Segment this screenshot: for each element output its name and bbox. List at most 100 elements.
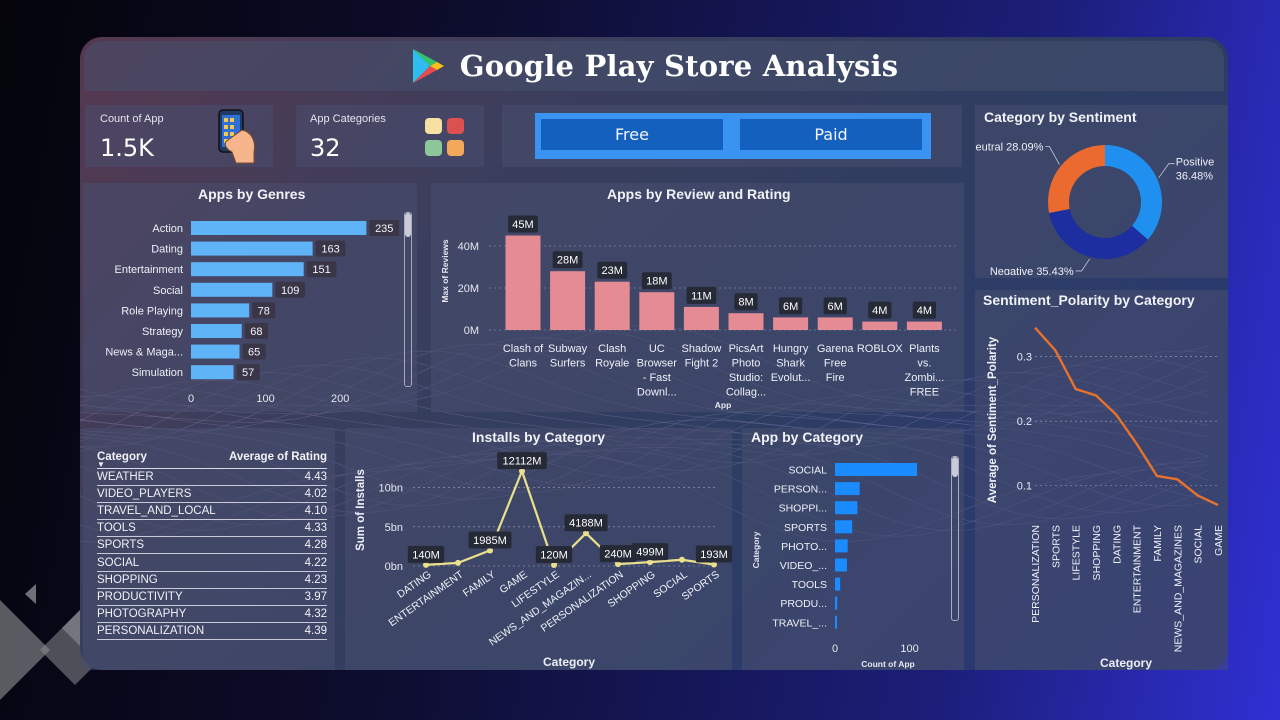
review-bar xyxy=(817,317,853,330)
installs-y-axis-label: Sum of Installs xyxy=(355,469,367,551)
review-x-label: Evolut... xyxy=(771,372,811,384)
review-value-label-bg xyxy=(868,301,892,319)
table-row: PHOTOGRAPHY 4.32 xyxy=(97,606,327,623)
installs-value-label-bg xyxy=(695,545,732,563)
rating-column-header[interactable]: Average of Rating xyxy=(229,450,327,463)
genres-scrollbar[interactable] xyxy=(405,213,411,237)
review-value-label: 8M xyxy=(738,297,753,309)
review-x-label: Downl... xyxy=(637,387,677,399)
table-row: PERSONALIZATION 4.39 xyxy=(97,623,327,640)
review-value-label: 18M xyxy=(646,276,667,288)
review-bar xyxy=(773,317,809,330)
rating-cell: 4.23 xyxy=(304,573,327,586)
review-x-label: UC xyxy=(649,343,665,355)
installs-point xyxy=(679,556,685,563)
paid-button[interactable]: Paid xyxy=(740,119,922,150)
app-category-label: SHOPPI... xyxy=(779,503,827,515)
app-category-label: SOCIAL xyxy=(788,465,827,477)
app-category-bar xyxy=(835,463,918,476)
category-cell: WEATHER xyxy=(97,471,154,484)
installs-value-label: 499M xyxy=(636,547,664,559)
genre-value-label: 68 xyxy=(250,326,262,338)
category-column-header[interactable]: Category xyxy=(97,450,147,463)
installs-value-label-bg xyxy=(497,452,547,470)
app-category-label: PERSON... xyxy=(774,484,827,496)
category-cell: SHOPPING xyxy=(97,573,158,586)
review-value-label-bg xyxy=(734,293,758,311)
genre-value-bg xyxy=(252,302,276,319)
polarity-y-axis-label: Average of Sentiment_Polarity xyxy=(987,336,999,503)
sentiment-leader xyxy=(1075,258,1090,272)
installs-point xyxy=(519,468,525,475)
installs-value-label-bg xyxy=(535,546,573,564)
installs-value-label: 140M xyxy=(412,549,440,561)
rating-cell: 4.10 xyxy=(304,505,327,518)
review-bar xyxy=(683,306,719,330)
free-button[interactable]: Free xyxy=(541,119,723,150)
type-slicer: Free Paid xyxy=(535,113,931,159)
review-x-label: Plants xyxy=(909,343,940,355)
review-value-label-bg xyxy=(508,215,538,233)
sentiment-value-label: 36.48% xyxy=(1176,171,1214,183)
sort-arrow-icon[interactable]: ▼ xyxy=(97,460,105,469)
genre-value-bg xyxy=(306,261,337,278)
kpi-count-label: Count of App xyxy=(100,113,164,125)
review-x-label: - Fast xyxy=(643,372,671,384)
sentiment-slice xyxy=(1048,145,1105,213)
app-category-chart: SOCIAL PERSON... SHOPPI... SPORTS PHOTO... VI… xyxy=(751,463,919,669)
review-value-label-bg xyxy=(823,297,847,315)
genre-label: Social xyxy=(153,285,183,297)
genres-scroll-track xyxy=(404,212,412,387)
colored-squares-icon xyxy=(425,118,464,156)
table-row: SOCIAL 4.22 xyxy=(97,554,327,572)
genre-value-label: 151 xyxy=(312,264,330,276)
category-cell: TRAVEL_AND_LOCAL xyxy=(97,505,216,518)
app-category-bar xyxy=(835,577,841,591)
genre-bar xyxy=(191,344,240,359)
genre-bar xyxy=(191,241,313,256)
review-bar xyxy=(728,313,764,330)
review-value-label: 28M xyxy=(557,255,578,267)
genre-value-label: 163 xyxy=(321,244,339,256)
polarity-x-label: FAMILY xyxy=(1152,525,1164,562)
sentiment-slice xyxy=(1049,208,1148,259)
kpi-categories-label: App Categories xyxy=(310,113,386,125)
table-row: SPORTS 4.28 xyxy=(97,537,327,555)
polarity-chart: 0.1 0.2 0.3 Average of Sentiment_Polarity PE… xyxy=(987,326,1225,670)
polarity-x-label: LIFESTYLE xyxy=(1071,525,1083,580)
installs-value-label-bg xyxy=(407,545,445,563)
installs-point xyxy=(647,559,653,566)
genre-value-bg xyxy=(315,240,346,257)
rating-cell: 4.39 xyxy=(304,624,327,637)
genre-value-label: 57 xyxy=(242,367,254,379)
app-category-title: App by Category xyxy=(751,429,864,445)
app-category-x-tick: 0 xyxy=(832,643,838,655)
review-x-label: Clans xyxy=(509,358,538,370)
app-category-scrollbar[interactable] xyxy=(952,457,958,477)
review-bar xyxy=(594,281,630,330)
review-value-label: 45M xyxy=(512,219,533,231)
genre-value-bg xyxy=(369,220,400,236)
app-category-scroll-track xyxy=(951,456,959,621)
polarity-y-tick: 0.2 xyxy=(1017,416,1032,428)
genre-value-bg xyxy=(242,343,266,360)
category-cell: PRODUCTIVITY xyxy=(97,590,183,603)
review-value-label: 11M xyxy=(691,290,712,302)
installs-value-label: 1985M xyxy=(473,535,507,547)
app-category-label: VIDEO_... xyxy=(780,560,827,572)
app-category-bar xyxy=(835,520,853,534)
review-value-label-bg xyxy=(597,261,628,279)
review-value-label-bg xyxy=(779,297,803,315)
polarity-x-label: SHOPPING xyxy=(1091,525,1103,580)
installs-value-label-bg xyxy=(564,514,608,532)
table-row: TRAVEL_AND_LOCAL 4.10 xyxy=(97,503,327,521)
genre-value-label: 109 xyxy=(281,285,299,297)
sentiment-slice xyxy=(1105,145,1162,240)
polarity-panel xyxy=(975,290,1228,670)
installs-value-label: 4188M xyxy=(569,518,603,530)
polarity-x-axis-label: Category xyxy=(1100,656,1152,670)
sentiment-label: Neutral 28.09% xyxy=(975,142,1044,154)
review-x-label: Zombi... xyxy=(905,372,945,384)
review-value-label: 4M xyxy=(917,305,932,317)
installs-value-label-bg xyxy=(631,543,669,561)
